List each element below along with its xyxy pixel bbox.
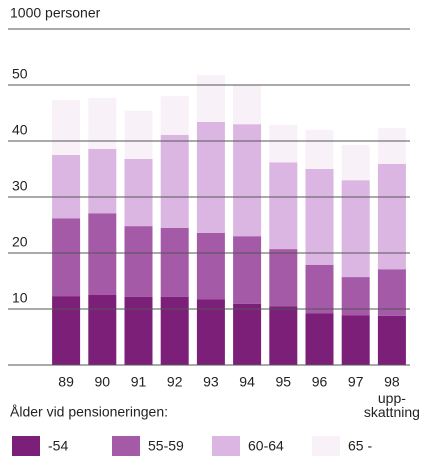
bar-segment (124, 110, 153, 159)
bar-segment (233, 303, 262, 365)
legend-label: 55-59 (148, 438, 184, 454)
y-axis-label: 1000 personer (10, 5, 101, 21)
legend-label: 60-64 (248, 438, 284, 454)
bar-segment (377, 128, 406, 164)
bar-segment (269, 124, 298, 163)
x-tick-label: 95 (276, 374, 292, 390)
y-tick-label: 50 (12, 66, 28, 82)
bar-segment (305, 313, 334, 365)
bar-segment (88, 213, 117, 295)
bar-segment (269, 306, 298, 365)
x-tick-label: 94 (239, 374, 255, 390)
bar-segment (52, 100, 81, 155)
x-tick-label: 90 (95, 374, 111, 390)
bar-segment (124, 226, 153, 297)
bar-segment (52, 296, 81, 365)
category-note: upp-skattning (364, 390, 420, 420)
bar-segment (196, 74, 225, 122)
bar-segment (196, 121, 225, 233)
legend-swatch (312, 436, 340, 456)
bar-segment (160, 227, 189, 297)
x-tick-label: 98 (384, 374, 400, 390)
legend-title: Ålder vid pensioneringen: (10, 404, 168, 420)
bar-segment (233, 124, 262, 237)
bar-segment (269, 249, 298, 307)
bar-segment (52, 218, 81, 297)
legend-label: 65 - (348, 438, 372, 454)
x-tick-label: 93 (203, 374, 219, 390)
bar-segment (160, 134, 189, 228)
x-tick-label: 89 (58, 374, 74, 390)
y-tick-label: 30 (12, 178, 28, 194)
legend-swatch (212, 436, 240, 456)
y-tick-label: 20 (12, 234, 28, 250)
bar-segment (160, 296, 189, 365)
bar-segment (124, 158, 153, 227)
bar-segment (233, 236, 262, 304)
bar-segment (160, 96, 189, 135)
bar-segment (196, 232, 225, 300)
bar-segment (269, 162, 298, 250)
bar-segment (341, 144, 370, 181)
x-tick-label: 91 (131, 374, 147, 390)
bar-segment (341, 315, 370, 365)
legend-label: -54 (48, 438, 68, 454)
x-tick-label: 92 (167, 374, 183, 390)
bar-segment (233, 85, 262, 125)
legend-swatch (12, 436, 40, 456)
y-tick-label: 40 (12, 122, 28, 138)
bar-segment (377, 163, 406, 270)
bar-segment (88, 97, 117, 149)
bar-segment (124, 296, 153, 365)
bar-segment (305, 129, 334, 169)
y-tick-label: 10 (12, 290, 28, 306)
bar-segment (88, 295, 117, 365)
bar-segment (52, 155, 81, 219)
bar-segment (88, 148, 117, 214)
x-tick-label: 96 (312, 374, 328, 390)
bar-segment (377, 315, 406, 365)
legend-swatch (112, 436, 140, 456)
bar-segment (305, 264, 334, 314)
bar-segment (341, 180, 370, 278)
bar-segment (305, 169, 334, 265)
bar-segment (196, 299, 225, 365)
bar-segment (377, 269, 406, 316)
x-tick-label: 97 (348, 374, 364, 390)
